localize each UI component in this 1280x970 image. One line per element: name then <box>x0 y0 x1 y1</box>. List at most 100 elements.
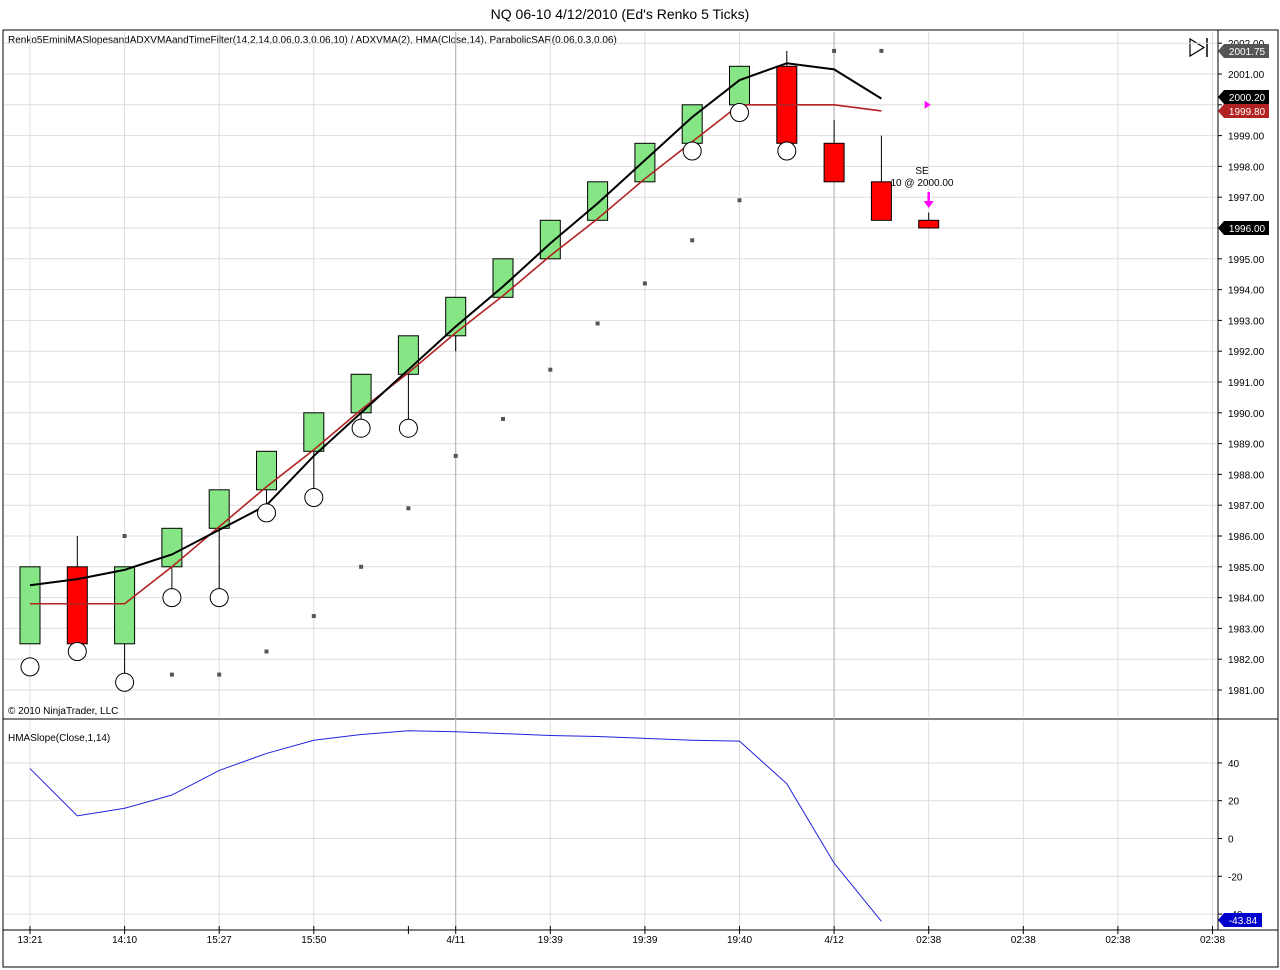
psar-dot <box>548 367 553 372</box>
price-tick-label: 2001.00 <box>1228 70 1265 81</box>
candle-up <box>634 142 656 183</box>
slope-tick-label: 20 <box>1228 797 1240 808</box>
psar-dot <box>264 649 269 654</box>
price-tick-label: 1994.00 <box>1228 286 1265 297</box>
price-tick-label: 1984.00 <box>1228 594 1265 605</box>
price-tick-label: 1997.00 <box>1228 193 1265 204</box>
psar-dot <box>453 453 458 458</box>
psar-dot <box>501 416 505 421</box>
psar-circle <box>730 103 749 122</box>
price-tag <box>1218 44 1269 58</box>
psar-circle <box>115 672 135 692</box>
scroll-end-button[interactable] <box>1189 37 1208 58</box>
psar-dot <box>642 281 647 286</box>
signal-marker <box>924 100 931 109</box>
price-tick-label: 1998.00 <box>1228 162 1265 173</box>
psar-circle <box>162 588 182 608</box>
slope-value-tag <box>1218 913 1262 927</box>
price-tick-label: 1995.00 <box>1228 255 1265 266</box>
price-tick-label: 1999.00 <box>1228 132 1265 143</box>
psar-dot <box>832 48 837 53</box>
price-tick-label: 1983.00 <box>1228 624 1265 635</box>
time-label: 02:38 <box>1200 935 1225 946</box>
entry-arrow-head-icon <box>923 201 934 208</box>
psar-circle <box>304 488 324 507</box>
price-tick-label: 1986.00 <box>1228 532 1265 543</box>
price-tick-label: 1982.00 <box>1228 655 1265 666</box>
candle-down <box>918 219 940 229</box>
time-label: 19:39 <box>538 935 563 946</box>
time-label: 19:40 <box>727 935 752 946</box>
candle-up <box>208 489 230 529</box>
hma-line <box>29 62 882 587</box>
price-tick-label: 1988.00 <box>1228 470 1265 481</box>
price-tag-label: 1996.00 <box>1229 224 1266 235</box>
time-label: 02:38 <box>1011 935 1036 946</box>
fill-label: 10 @ 2000.00 <box>891 178 954 189</box>
psar-circle <box>20 657 40 677</box>
psar-dot <box>122 534 127 538</box>
slope-tick-label: 40 <box>1228 759 1240 770</box>
time-label: 15:27 <box>207 935 232 946</box>
slope-tick-label: 0 <box>1228 835 1234 846</box>
candle-down <box>823 142 845 183</box>
psar-circle <box>398 418 418 438</box>
candle-up <box>256 450 277 491</box>
time-label: 4/12 <box>824 935 844 946</box>
copyright-label: © 2010 NinjaTrader, LLC <box>8 706 118 717</box>
price-tag-label: 2000.20 <box>1229 93 1266 104</box>
slope-panel <box>29 730 882 922</box>
candle-up <box>303 412 325 452</box>
psar-dot <box>595 321 600 326</box>
time-label: 14:10 <box>112 935 137 946</box>
chart-title: NQ 06-10 4/12/2010 (Ed's Renko 5 Ticks) <box>491 6 750 22</box>
time-label: 19:39 <box>632 935 657 946</box>
candle-up <box>19 566 41 645</box>
price-tag <box>1218 221 1269 235</box>
axis-layer: 1981.00 1982.00 1983.00 1984.00 1985.00 1986.… <box>17 39 1269 946</box>
psar-dot <box>217 672 222 677</box>
time-label: 15:50 <box>301 935 326 946</box>
grid-layer <box>4 32 1217 928</box>
slope-tick-label: -20 <box>1228 872 1243 883</box>
price-tick-label: 1989.00 <box>1228 440 1265 451</box>
price-tag <box>1218 104 1269 118</box>
play-end-icon[interactable] <box>1189 37 1206 58</box>
psar-circle <box>209 588 229 608</box>
price-tag-label: 2001.75 <box>1229 47 1266 58</box>
time-label: 02:38 <box>1105 935 1130 946</box>
psar-dot <box>879 48 884 53</box>
psar-dot <box>406 506 411 511</box>
candle-up <box>587 181 609 221</box>
candle-up <box>539 219 561 260</box>
time-label: 4/11 <box>446 935 465 946</box>
time-label: 02:38 <box>916 935 941 946</box>
price-tick-label: 1993.00 <box>1228 316 1265 327</box>
psar-circle <box>682 141 702 161</box>
candle-down <box>870 181 892 221</box>
slope-value-label: -43.84 <box>1229 916 1258 927</box>
indicator-label: Renko5EminiMASlopesandADXVMAandTimeFilte… <box>8 35 617 46</box>
psar-circle <box>257 503 276 523</box>
price-tick-label: 1987.00 <box>1228 501 1265 512</box>
psar-circle <box>67 642 87 661</box>
psar-dot <box>359 564 364 569</box>
psar-dot <box>690 238 695 243</box>
price-panel <box>19 48 940 692</box>
price-tick-label: 1981.00 <box>1228 686 1265 697</box>
price-tick-label: 1992.00 <box>1228 347 1265 358</box>
psar-circle <box>351 418 371 438</box>
price-tick-label: 1985.00 <box>1228 563 1265 574</box>
hma-slope-line <box>29 730 882 922</box>
signal-label: SE <box>915 166 929 177</box>
price-tag-label: 1999.80 <box>1229 107 1266 118</box>
price-tick-label: 1991.00 <box>1228 378 1265 389</box>
chart-border <box>2 29 1279 968</box>
psar-dot <box>311 614 316 619</box>
psar-dot <box>169 672 174 677</box>
price-tag <box>1218 90 1269 104</box>
price-tick-label: 1990.00 <box>1228 409 1265 420</box>
psar-dot <box>737 198 742 203</box>
psar-circle <box>777 141 797 161</box>
